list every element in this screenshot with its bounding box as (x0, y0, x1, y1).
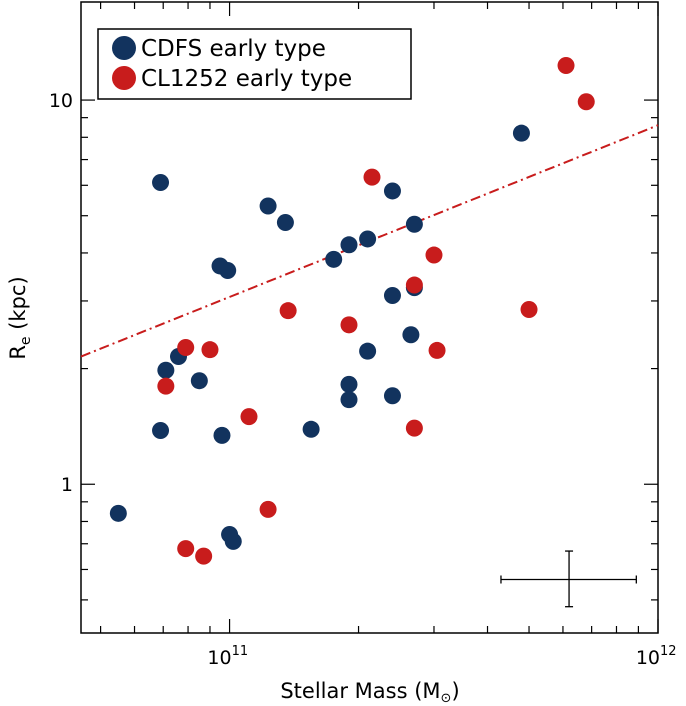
cdfs-point (383, 387, 401, 405)
x-tick-label-1e12: 10 (636, 647, 660, 669)
cdfs-point (157, 361, 175, 379)
y-tick-label-10: 10 (49, 90, 73, 112)
cdfs-point (340, 375, 358, 393)
cl1252-point (279, 302, 297, 320)
cl1252-point (157, 377, 175, 395)
cdfs-point (259, 197, 277, 215)
cdfs-point (359, 230, 377, 248)
cdfs-point (359, 342, 377, 360)
cdfs-point (405, 215, 423, 233)
cdfs-point (152, 174, 170, 192)
cl1252-point (195, 547, 213, 565)
legend-label-cl1252: CL1252 early type (141, 66, 352, 92)
cdfs-point (219, 262, 237, 280)
cdfs-point (512, 124, 530, 142)
cl1252-point (340, 316, 358, 334)
cl1252-point (240, 408, 258, 426)
cdfs-point (224, 532, 242, 550)
cdfs-point (190, 372, 208, 390)
legend: CDFS early type CL1252 early type (97, 28, 412, 100)
cdfs-point (109, 504, 127, 522)
cdfs-point (340, 391, 358, 409)
cdfs-point (340, 236, 358, 254)
cl1252-point (425, 246, 443, 264)
legend-marker-cdfs (112, 36, 136, 60)
cdfs-point (302, 420, 320, 438)
major-ticks (81, 2, 659, 633)
cl1252-point (363, 168, 381, 186)
legend-marker-cl1252 (112, 66, 136, 90)
error-bar (500, 550, 637, 608)
cl1252-point (520, 301, 538, 319)
cl1252-point (201, 341, 219, 359)
fit-line (80, 124, 659, 358)
minor-ticks (81, 2, 658, 633)
plot-frame (80, 1, 659, 634)
y-tick-label-1: 1 (61, 474, 73, 496)
cl1252-point (577, 93, 595, 111)
cl1252-point (405, 276, 423, 294)
cdfs-point (383, 286, 401, 304)
points-layer (109, 57, 595, 565)
cl1252-point (177, 338, 195, 356)
cdfs-point (152, 422, 170, 440)
x-axis-title: Stellar Mass (M⊙) (280, 679, 459, 706)
legend-label-cdfs: CDFS early type (141, 36, 326, 62)
x-tick-label-1e12-exponent: 12 (660, 644, 677, 659)
cdfs-point (402, 326, 420, 344)
cdfs-point (325, 250, 343, 268)
cl1252-point (405, 419, 423, 437)
cl1252-point (557, 57, 575, 75)
cdfs-point (276, 214, 294, 232)
x-tick-label-1e11-exponent: 11 (232, 644, 249, 659)
fit-line-layer (80, 124, 659, 358)
cdfs-point (213, 426, 231, 444)
y-axis-title: Re (kpc) (6, 276, 34, 359)
cl1252-point (259, 500, 277, 518)
cl1252-point (177, 540, 195, 558)
legend-box (97, 28, 412, 100)
cl1252-point (428, 341, 446, 359)
x-tick-label-1e11: 10 (207, 647, 231, 669)
cdfs-point (383, 182, 401, 200)
